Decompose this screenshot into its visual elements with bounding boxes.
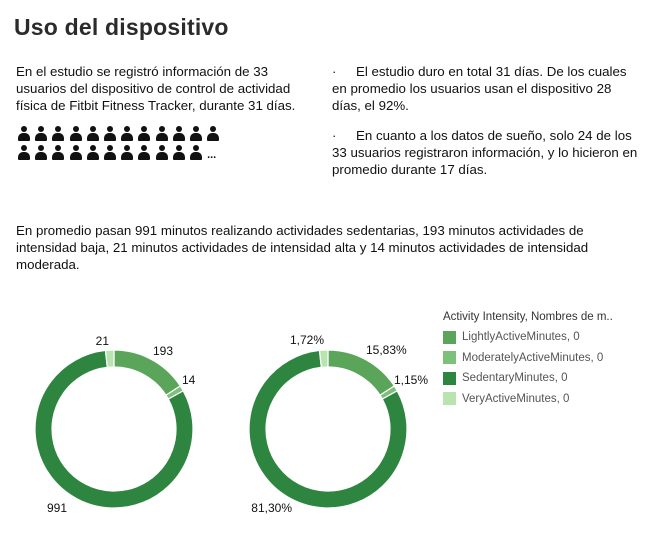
person-icon [51,145,65,160]
person-icon [137,126,151,141]
page-title: Uso del dispositivo [14,14,229,40]
legend-item-sedentary[interactable]: SedentaryMinutes, 0 [443,368,649,389]
bullet-marker: · [332,64,337,79]
pictogram-ellipsis: ... [207,149,217,161]
person-icon [189,126,203,141]
person-icon [120,145,134,160]
chart-legend: Activity Intensity, Nombres de m.. Light… [443,311,649,409]
data-label: 21 [96,334,110,348]
legend-item-lightly[interactable]: LightlyActiveMinutes, 0 [443,327,649,348]
legend-item-moderately[interactable]: ModeratelyActiveMinutes, 0 [443,348,649,369]
person-icon [172,126,186,141]
data-label: 14 [182,373,196,387]
data-label: 81,30% [251,501,292,515]
person-icon [69,126,83,141]
person-icon [103,126,117,141]
bullet-sleep-data: · En cuanto a los datos de sueño, solo 24… [332,127,642,178]
legend-label: SedentaryMinutes, 0 [462,372,568,385]
data-label: 1,15% [394,373,428,387]
person-icon [120,126,134,141]
person-icon [155,145,169,160]
person-icon [172,145,186,160]
bullet-study-duration: · El estudio duro en total 31 días. De lo… [332,63,642,114]
donut-slice-veryactiveminutes[interactable] [318,349,329,369]
person-icon [155,126,169,141]
person-icon [189,145,203,160]
legend-label: VeryActiveMinutes, 0 [462,392,570,405]
pictogram-row: ... [17,143,247,161]
donut-slice-veryactiveminutes[interactable] [104,349,115,369]
person-icon [86,145,100,160]
pictogram-row [17,124,247,141]
users-pictogram: ... [17,124,247,162]
person-icon [69,145,83,160]
person-icon [103,145,117,160]
legend-label: LightlyActiveMinutes, 0 [462,331,580,344]
bullet-marker: · [332,128,337,143]
data-label: 1,72% [290,333,324,347]
data-label: 15,83% [366,343,407,357]
person-icon [17,145,31,160]
data-label: 193 [153,344,173,358]
person-icon [51,126,65,141]
summary-text: En promedio pasan 991 minutos realizando… [16,223,589,272]
donut-slice-sedentaryminutes[interactable] [248,349,408,509]
legend-item-veryactive[interactable]: VeryActiveMinutes, 0 [443,389,649,410]
legend-swatch [443,351,456,365]
person-icon [137,145,151,160]
bullet-text: El estudio duro en total 31 días. De los… [332,64,627,113]
intro-text: En el estudio se registró información de… [16,64,296,113]
bullet-text: En cuanto a los datos de sueño, solo 24 … [332,128,638,177]
legend-swatch [443,330,456,344]
donut-chart-minutes: 193 14 991 21 [34,334,196,515]
legend-swatch [443,371,456,385]
legend-label: ModeratelyActiveMinutes, 0 [462,351,604,364]
data-label: 991 [47,501,67,515]
donut-charts: 193 14 991 21 15,83% 1,15% 81,30% 1,72% [34,333,428,515]
person-icon [34,145,48,160]
person-icon [206,126,220,141]
legend-title: Activity Intensity, Nombres de m.. [443,311,613,323]
person-icon [17,126,31,141]
person-icon [34,126,48,141]
donut-chart-percent: 15,83% 1,15% 81,30% 1,72% [248,333,428,515]
donut-slice-sedentaryminutes[interactable] [34,349,194,509]
person-icon [86,126,100,141]
legend-swatch [443,392,456,406]
